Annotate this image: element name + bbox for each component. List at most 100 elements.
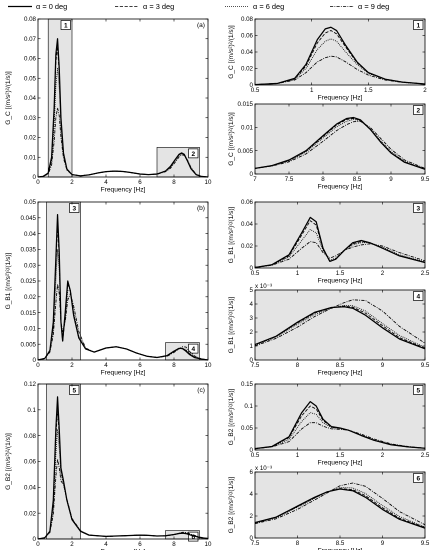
y-tick-label: 0 — [250, 171, 254, 178]
panel-badge-box — [413, 473, 424, 483]
y-tick-label: 4 — [250, 301, 254, 308]
series-line — [254, 299, 426, 347]
x-axis-label: Frequency [Hz] — [101, 370, 146, 377]
x-tick-label: 4 — [104, 362, 108, 369]
y-tick-label: 0.04 — [24, 485, 37, 492]
x-tick-label: 9.5 — [421, 176, 430, 183]
series-line — [254, 241, 426, 268]
zoom-background — [255, 472, 425, 538]
highlight-badge-box — [188, 343, 199, 354]
highlight-badge-box — [188, 148, 199, 159]
y-tick-label: 0 — [250, 357, 254, 364]
x-tick-label: 10 — [205, 179, 212, 186]
y-tick-label: 0.045 — [21, 215, 37, 222]
x-tick-label: 2 — [381, 270, 385, 277]
plot-main-b: 3 4 0 2 4 6 8 10 0 0.005 0.01 0.015 0.02 0.025 0.03 0.0… — [5, 199, 212, 376]
y-axis-label: G_B1 [(m/s²)²/(1/s)] — [228, 206, 235, 263]
x-tick-label: 1.5 — [364, 87, 373, 94]
series-line — [254, 422, 426, 450]
panel-badge-box — [413, 291, 424, 301]
y-tick-label: 0.02 — [24, 294, 37, 301]
x-tick-label: 7.5 — [251, 540, 260, 547]
y-tick-label: 0.04 — [24, 95, 37, 102]
x-axis-label: Frequency [Hz] — [101, 549, 146, 550]
series-line — [254, 405, 426, 450]
y-tick-label: 0.015 — [21, 310, 37, 317]
y-tick-label: 0.015 — [238, 101, 254, 108]
plot-main-c: 5 6 0 2 4 6 8 10 0 0.02 0.04 0.06 0.08 0.1 0.12 Frequen… — [5, 381, 212, 550]
y-tick-label: 0.04 — [241, 221, 254, 228]
y-tick-label: 0.05 — [24, 199, 37, 206]
x-tick-label: 6 — [138, 179, 142, 186]
x-tick-label: 8 — [172, 179, 176, 186]
y-tick-label: 6 — [250, 469, 254, 476]
panel-label: 2 — [416, 108, 420, 115]
x-tick-label: 4 — [104, 541, 108, 548]
panel-badge-box — [413, 105, 424, 115]
legend-entry: α = 6 deg — [225, 2, 284, 11]
zoom-background — [255, 202, 425, 268]
y-tick-label: 0.08 — [24, 433, 37, 440]
panel-badge-box — [413, 385, 424, 395]
plot-zoom-1: 0.5 1 1.5 2 0 0.02 0.04 0.06 0.08 Frequency [Hz] G… — [228, 16, 427, 101]
x-tick-label: 6 — [138, 541, 142, 548]
y-tick-label: 2 — [250, 329, 254, 336]
x-tick-label: 4 — [104, 179, 108, 186]
x-tick-label: 1 — [310, 87, 314, 94]
y-tick-label: 0.07 — [24, 36, 37, 43]
highlight-badge: 2 — [191, 151, 195, 158]
x-tick-label: 2 — [423, 87, 427, 94]
y-tick-label: 4 — [250, 491, 254, 498]
series-line — [254, 486, 426, 528]
y-tick-label: 0.02 — [241, 66, 254, 73]
x-tick-label: 2 — [70, 362, 74, 369]
x-tick-label: 9.5 — [421, 362, 430, 369]
highlight-badge: 5 — [72, 388, 76, 395]
y-tick-label: 0.06 — [241, 33, 254, 40]
series-line — [254, 38, 426, 86]
x-tick-label: 1.5 — [336, 270, 345, 277]
y-tick-label: 0 — [250, 447, 254, 454]
y-tick-label: 0.1 — [27, 407, 36, 414]
x-tick-label: 9 — [381, 362, 385, 369]
series-line — [254, 304, 426, 348]
y-tick-label: 0.02 — [241, 243, 254, 250]
y-axis-label: G_B2 [(m/s²)²/(1/s)] — [5, 433, 12, 490]
series-line — [254, 305, 426, 349]
y-tick-label: 0 — [250, 535, 254, 542]
x-tick-label: 10 — [205, 541, 212, 548]
panel-badge-box — [413, 20, 424, 30]
y-tick-label: 0.05 — [24, 75, 37, 82]
panel-label: (a) — [197, 22, 205, 29]
x-tick-label: 0 — [36, 179, 40, 186]
y-tick-label: 3 — [250, 315, 254, 322]
y-tick-label: 2 — [250, 513, 254, 520]
x-tick-label: 8 — [172, 362, 176, 369]
y-tick-label: 0.05 — [241, 425, 254, 432]
x-tick-label: 0.5 — [251, 270, 260, 277]
y-exponent: x 10⁻³ — [255, 283, 272, 290]
legend-label: α = 9 deg — [358, 2, 389, 11]
series-line — [254, 488, 426, 529]
y-axis-label: G_C [(m/s²)²/(1/s)] — [5, 71, 12, 125]
plot-zoom-5: 0.5 1 1.5 2 2.5 0 0.05 0.1 0.15 Frequency [Hz] G_B… — [228, 381, 430, 466]
x-tick-label: 8 — [172, 541, 176, 548]
series-line — [254, 400, 426, 450]
legend-label: α = 3 deg — [143, 2, 174, 11]
y-tick-label: 0 — [33, 357, 37, 364]
y-tick-label: 0.01 — [241, 125, 254, 132]
x-tick-label: 1 — [296, 270, 300, 277]
y-exponent: x 10⁻³ — [255, 465, 272, 472]
y-axis-label: G_C [(m/s²)²/(1/s)] — [228, 25, 235, 79]
series-line — [37, 107, 209, 178]
y-tick-label: 0.025 — [21, 278, 37, 285]
x-tick-label: 9 — [389, 176, 393, 183]
highlight-badge: 1 — [64, 23, 68, 30]
x-tick-label: 0.5 — [251, 452, 260, 459]
series-line — [254, 482, 426, 526]
x-tick-label: 8.5 — [353, 176, 362, 183]
y-tick-label: 0.005 — [21, 341, 37, 348]
zoom-background — [255, 104, 425, 174]
x-axis-label: Frequency [Hz] — [318, 548, 363, 550]
